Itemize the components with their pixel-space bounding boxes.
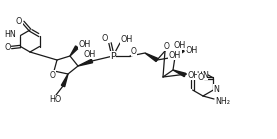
Text: O: O bbox=[50, 70, 56, 80]
Text: OH: OH bbox=[174, 40, 186, 49]
Text: O: O bbox=[16, 17, 22, 25]
Text: N: N bbox=[214, 85, 219, 94]
Text: HN: HN bbox=[5, 30, 16, 39]
Text: P: P bbox=[110, 52, 116, 60]
Polygon shape bbox=[145, 53, 158, 62]
Text: O: O bbox=[164, 42, 170, 50]
Text: O: O bbox=[4, 43, 11, 52]
Text: OH: OH bbox=[79, 39, 91, 49]
Polygon shape bbox=[173, 70, 186, 77]
Polygon shape bbox=[175, 49, 184, 57]
Text: O: O bbox=[102, 33, 108, 43]
Text: OH: OH bbox=[186, 45, 198, 54]
Text: HO: HO bbox=[49, 95, 61, 105]
Text: OH: OH bbox=[169, 50, 181, 59]
Polygon shape bbox=[78, 59, 93, 66]
Text: O: O bbox=[131, 47, 137, 55]
Text: OH: OH bbox=[121, 34, 133, 44]
Text: N: N bbox=[202, 70, 208, 80]
Text: NH₂: NH₂ bbox=[216, 96, 230, 106]
Text: OH: OH bbox=[84, 49, 96, 59]
Text: O: O bbox=[197, 74, 204, 83]
Polygon shape bbox=[70, 46, 78, 56]
Text: OH: OH bbox=[188, 70, 200, 80]
Polygon shape bbox=[61, 74, 68, 87]
